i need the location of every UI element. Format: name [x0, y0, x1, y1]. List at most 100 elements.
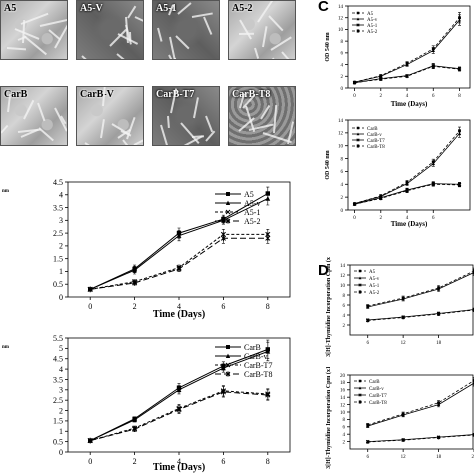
legend-marker [356, 23, 360, 27]
legend-label: CarB-v [244, 352, 268, 361]
data-point [220, 235, 226, 242]
data-point [365, 440, 370, 444]
legend-label: CarB-v [369, 387, 384, 392]
series-line [367, 434, 474, 443]
cell-streak [36, 102, 46, 122]
x-tick-label: 2 [380, 94, 383, 99]
y-tick-label: 3 [59, 216, 63, 225]
legend-label: A5 [244, 190, 254, 199]
y-tick-label: 1.5 [53, 254, 63, 263]
y-tick-label: 4 [341, 183, 344, 188]
data-point [366, 424, 370, 428]
data-point [405, 181, 409, 186]
series-a5 [366, 267, 474, 308]
cell-streak [205, 115, 214, 133]
data-point [431, 64, 436, 69]
data-point [87, 437, 93, 444]
data-point [436, 312, 441, 316]
legend-marker [356, 144, 360, 148]
cell-streak [273, 105, 278, 134]
error-bar [472, 267, 474, 275]
cell-streak [239, 19, 253, 41]
y-tick-label: 8 [343, 294, 346, 299]
legend-marker [356, 132, 360, 136]
cell-streak [22, 99, 35, 120]
data-point [472, 379, 474, 382]
y-tick-label: 4.5 [53, 178, 63, 187]
data-point [437, 402, 441, 406]
data-point [401, 413, 405, 417]
cell-streak [272, 57, 285, 59]
data-point [457, 18, 462, 22]
legend-label: CarB [369, 380, 380, 385]
micrograph-label: CarB-T8 [232, 89, 271, 100]
x-tick-label: 4 [177, 302, 181, 311]
y-tick-label: 1 [59, 267, 63, 276]
data-point [379, 74, 383, 78]
micrograph-label: A5-1 [156, 3, 177, 14]
y-tick-label: 12 [340, 403, 346, 408]
y-tick-label: 8 [341, 40, 344, 45]
series-a5-1 [365, 307, 474, 322]
x-tick-label: 0 [88, 457, 92, 466]
series-a5-2 [365, 308, 474, 323]
x-tick-label: 6 [366, 341, 369, 346]
cell-streak [177, 2, 192, 15]
series-carb-t8 [87, 386, 271, 444]
data-point [220, 365, 226, 371]
y-tick-label: 1 [59, 427, 63, 436]
x-tick-label: 18 [436, 341, 442, 346]
series-a5-2 [87, 232, 271, 293]
legend-marker [226, 345, 230, 349]
legend-label: A5-v [369, 277, 380, 282]
series-line [89, 348, 268, 442]
legend-label: CarB [244, 343, 261, 352]
y-tick-label: 16 [340, 389, 346, 394]
y-tick-label: 6 [341, 170, 344, 175]
data-point [265, 235, 271, 242]
x-tick-label: 12 [401, 341, 407, 346]
cell-streak [1, 125, 9, 135]
y-tick-label: 12 [340, 274, 346, 279]
legend-label: A5-v [244, 199, 260, 208]
series-a5-2 [352, 63, 462, 85]
data-point [401, 438, 405, 442]
y-tick-label: 6 [341, 52, 344, 57]
y-tick-label: 0 [59, 293, 63, 302]
plot-frame [349, 264, 474, 336]
y-tick-label: 0 [341, 87, 344, 92]
data-point [437, 287, 441, 291]
micrograph-carb-t7: CarB-T7 [152, 86, 220, 146]
data-point [379, 196, 383, 201]
cell-streak [40, 18, 67, 27]
y-tick-label: 12 [338, 132, 344, 137]
data-point [220, 389, 226, 395]
legend-label: CarB-T7 [367, 139, 385, 144]
legend-marker [226, 192, 230, 196]
y-axis-label: nm [2, 189, 10, 194]
micrograph-carb: CarB [0, 86, 68, 146]
micrograph-label: A5-V [80, 3, 103, 14]
series-line [89, 193, 269, 290]
plot-area [87, 186, 271, 293]
legend-marker [358, 393, 362, 397]
data-point [352, 202, 357, 207]
micrograph-a5-v: A5-V [76, 0, 144, 60]
legend-label: A5 [367, 12, 374, 17]
plot-area [352, 12, 462, 85]
data-point [132, 267, 138, 273]
data-point [132, 426, 138, 433]
series-line [367, 270, 474, 307]
y-tick-label: 2 [341, 75, 344, 80]
data-point [472, 308, 474, 312]
series-line [90, 198, 269, 290]
x-tick-label: 18 [436, 455, 442, 460]
micrograph-a5: A5 [0, 0, 68, 60]
micrograph-label: CarB [4, 89, 28, 100]
data-point [176, 406, 182, 413]
cell-streak [203, 16, 213, 35]
data-point [405, 62, 409, 66]
y-tick-label: 2 [59, 242, 63, 251]
